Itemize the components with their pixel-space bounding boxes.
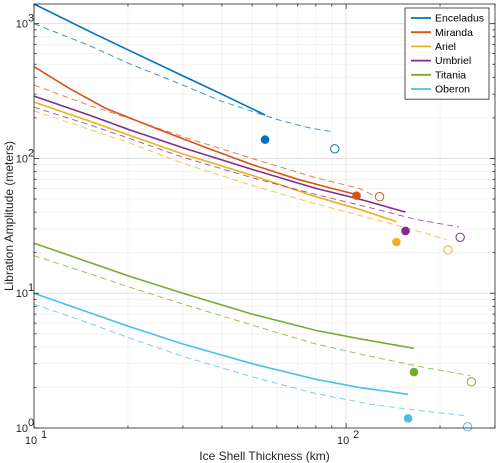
ariel-filled-marker	[392, 237, 401, 247]
enceladus-solid-line	[33, 3, 266, 116]
enceladus-open-marker	[330, 144, 340, 154]
enceladus-filled-marker	[260, 135, 270, 144]
enceladus-dashed-line	[33, 23, 332, 133]
umbriel-solid-line	[33, 95, 406, 213]
y-tick-label: 10	[16, 288, 28, 300]
y-tick-exponent: 2	[28, 147, 34, 159]
y-tick-exponent: 0	[28, 417, 34, 429]
y-tick-label: 10	[16, 153, 28, 165]
titania-filled-marker	[409, 367, 419, 377]
y-tick-exponent: 3	[28, 13, 34, 25]
oberon-dashed-line	[33, 303, 468, 417]
legend: Enceladus Miranda Ariel Umbriel Titania Obero…	[404, 7, 490, 100]
miranda-solid-line	[33, 66, 357, 196]
titania-open-marker	[466, 377, 477, 387]
umbriel-open-marker	[455, 232, 465, 243]
oberon-open-marker	[462, 422, 473, 432]
plot-frame	[33, 3, 496, 429]
y-axis-label: Libration Amplitude (meters)	[2, 141, 16, 291]
series-lines	[33, 3, 471, 417]
umbriel-filled-marker	[401, 226, 410, 236]
ariel-dashed-line	[33, 110, 447, 241]
oberon-filled-marker	[403, 414, 413, 423]
miranda-filled-marker	[352, 191, 361, 200]
axis-ticks: 10 1 10 210 010 110 210 3	[16, 4, 496, 447]
miranda-open-marker	[374, 192, 385, 202]
legend-box	[404, 7, 490, 100]
legend-label-enceladus: Enceladus	[435, 13, 484, 25]
legend-label-ariel: Ariel	[435, 41, 456, 53]
x-tick-label: 10	[337, 435, 349, 447]
miranda-dashed-line	[33, 84, 377, 198]
x-axis-label: Ice Shell Thickness (km)	[199, 449, 329, 463]
y-tick-exponent: 1	[28, 282, 34, 294]
legend-label-umbriel: Umbriel	[435, 55, 471, 67]
x-tick-exponent: 1	[41, 429, 47, 441]
titania-solid-line	[33, 242, 415, 350]
ariel-solid-line	[33, 101, 397, 223]
ariel-open-marker	[443, 245, 453, 255]
legend-label-titania: Titania	[435, 69, 466, 81]
legend-label-oberon: Oberon	[435, 84, 470, 96]
legend-label-miranda: Miranda	[435, 27, 473, 39]
y-tick-label: 10	[16, 19, 28, 31]
x-tick-exponent: 2	[353, 429, 359, 441]
y-tick-label: 10	[16, 423, 28, 435]
x-tick-label: 10	[25, 435, 37, 447]
umbriel-dashed-line	[33, 106, 460, 228]
titania-dashed-line	[33, 255, 471, 377]
series-markers	[260, 135, 477, 432]
oberon-solid-line	[33, 292, 409, 396]
